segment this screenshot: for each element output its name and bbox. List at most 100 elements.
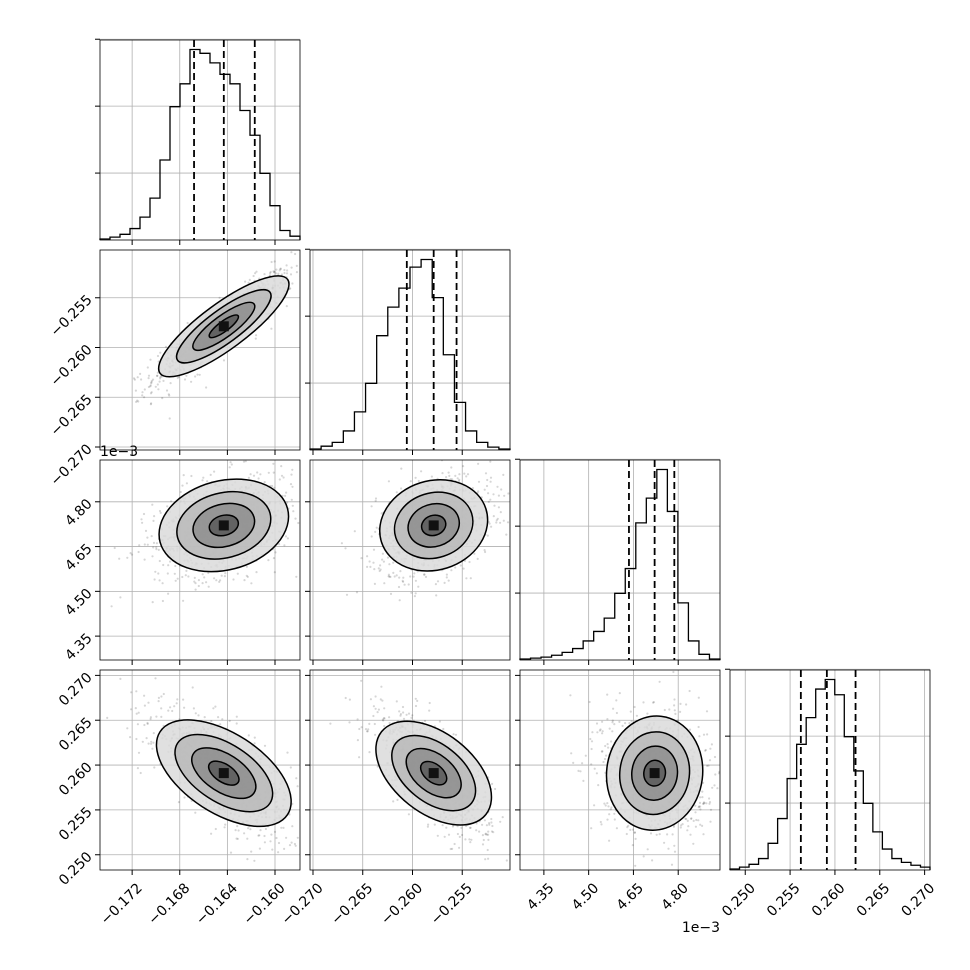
sample-point [373,722,376,726]
sample-point [169,706,172,709]
sample-point [283,268,286,272]
sample-point [157,700,160,703]
sample-point [613,723,616,726]
sample-point [451,847,454,851]
sample-point [608,839,611,842]
sample-point [399,570,402,573]
sample-point [236,825,239,828]
sample-point [374,695,377,698]
sample-point [703,801,706,805]
sample-point [160,715,163,719]
sample-point [428,701,431,705]
sample-point [447,579,450,582]
sample-point [409,575,412,578]
sample-point [502,473,505,476]
sample-point [679,702,682,706]
sample-point [156,374,159,377]
sample-point [454,733,458,736]
sample-point [688,689,691,693]
sample-point [203,716,206,719]
sample-point [290,841,293,844]
sample-point [154,677,157,680]
sample-point [212,707,215,710]
sample-point [372,705,375,708]
panel-hist-1 [305,248,511,451]
sample-point [611,719,614,722]
sample-point [488,522,491,525]
sample-point [709,747,712,750]
points-layer [106,677,300,862]
sample-point [285,305,288,308]
sample-point [161,599,164,603]
sample-point [304,264,306,266]
sample-point [126,556,129,559]
sample-point [162,379,165,382]
points-layer [329,679,519,881]
sample-point [305,254,307,256]
sample-point [280,826,283,829]
sample-point [106,716,109,720]
sample-point [344,696,347,700]
sample-point [257,477,260,480]
sample-point [499,879,501,881]
sample-point [517,827,519,829]
sample-point [490,821,493,824]
sample-point [695,818,698,822]
sample-point [489,480,492,483]
sample-point [698,735,701,738]
sample-point [492,493,495,496]
sample-point [430,475,433,478]
sample-point [246,575,249,579]
sample-point [413,572,416,575]
sample-point [497,494,500,497]
sample-point [445,576,448,579]
sample-point [158,509,162,513]
sample-point [210,832,213,835]
sample-point [392,561,395,564]
sample-point [284,494,287,497]
sample-point [423,573,426,576]
sample-point [171,709,174,713]
sample-point [496,517,499,520]
sample-point [273,571,276,574]
sample-point [698,801,702,805]
sample-point [223,575,226,578]
sample-point [272,462,275,465]
sample-point [143,723,146,727]
sample-point [150,382,153,385]
sample-point [150,391,153,394]
sample-point [702,833,705,836]
sample-point [150,379,153,383]
sample-point [235,722,238,725]
sample-point [368,722,371,726]
sample-point [423,719,427,723]
sample-point [193,576,196,580]
sample-point [398,710,401,713]
sample-point [196,373,199,376]
sample-point [458,846,461,849]
sample-point [213,577,216,580]
sample-point [219,723,222,726]
sample-point [134,389,137,392]
sample-point [403,583,406,586]
sample-point [152,519,155,523]
sample-point [293,842,296,846]
sample-point [278,543,281,546]
sample-point [159,376,162,379]
panel-background [100,40,300,240]
sample-point [360,679,363,682]
sample-point [353,530,356,533]
sample-point [271,484,274,488]
sample-point [710,743,714,746]
sample-point [443,835,446,838]
panel-frame [309,249,511,451]
sample-point [197,714,200,717]
sample-point [376,765,379,768]
sample-point [450,466,453,469]
sample-point [270,327,273,330]
sample-point [604,804,607,807]
sample-point [423,573,426,576]
sample-point [405,713,408,716]
sample-point [263,744,267,747]
sample-point [624,722,627,725]
